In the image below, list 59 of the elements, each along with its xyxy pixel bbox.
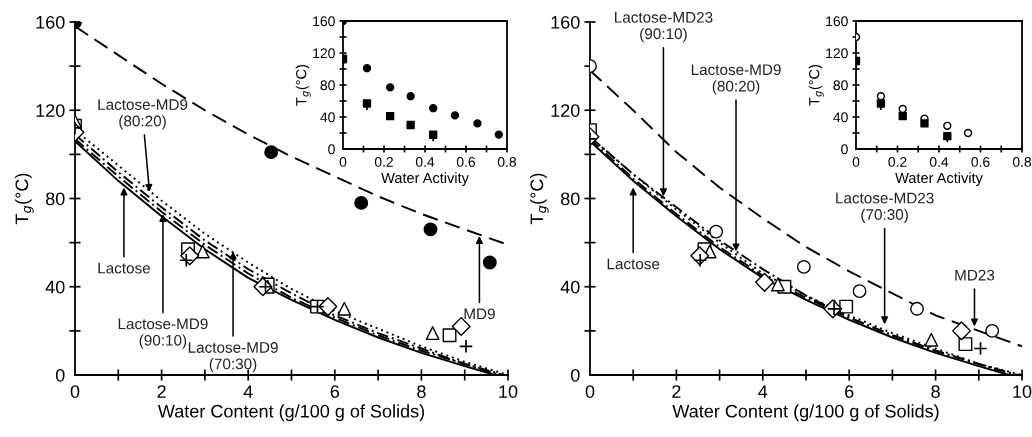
annotation: Lactose-MD9 (80:20) xyxy=(98,99,188,130)
annotation: Lactose-MD9 (80:20) xyxy=(691,64,781,95)
x-axis-title: Water Content (g/100 g of Solids) xyxy=(157,404,425,422)
x-tick-label: 0 xyxy=(70,385,80,398)
x-tick-label: 0.4 xyxy=(415,157,435,167)
y-tick-label: 120 xyxy=(36,104,65,117)
y-tick-label: 80 xyxy=(45,192,65,206)
y-tick-label: 40 xyxy=(560,280,580,294)
x-tick-label: 2 xyxy=(157,385,166,398)
y-tick-label: 40 xyxy=(320,112,335,123)
x-tick-label: 8 xyxy=(931,385,940,398)
y-tick-label: 160 xyxy=(36,15,65,29)
y-tick-label: 0 xyxy=(328,144,335,155)
x-tick-label: 0.6 xyxy=(971,157,990,167)
y-tick-label: 120 xyxy=(826,48,848,59)
annotation: Lactose-MD23 (70:30) xyxy=(836,192,934,223)
y-tick-label: 80 xyxy=(560,192,580,206)
x-tick-label: 0 xyxy=(852,157,860,167)
y-tick-label: 160 xyxy=(551,15,580,29)
x-tick-label: 0.8 xyxy=(497,157,517,167)
y-tick-label: 160 xyxy=(826,16,848,27)
y-tick-label: 160 xyxy=(313,16,335,27)
y-tick-label: 80 xyxy=(320,80,335,91)
annotation: MD9 xyxy=(464,308,495,320)
annotation: MD23 xyxy=(955,269,995,281)
y-axis-title: T$_{g}$(°C) xyxy=(529,173,549,225)
y-tick-label: 40 xyxy=(45,280,65,294)
x-tick-label: 0.6 xyxy=(456,157,476,167)
y-tick-label: 120 xyxy=(313,48,335,59)
annotation: Lactose xyxy=(98,262,151,274)
y-tick-label: 0 xyxy=(841,144,848,155)
x-tick-label: 6 xyxy=(845,385,854,398)
x-tick-label: 0.8 xyxy=(1012,157,1032,167)
y-axis-title: T$_{g}$(°C) xyxy=(14,173,34,225)
x-tick-label: 4 xyxy=(243,385,253,398)
y-tick-label: 80 xyxy=(833,80,848,91)
x-axis-title: Water Content (g/100 g of Solids) xyxy=(672,404,939,422)
x-tick-label: 0 xyxy=(585,385,595,398)
x-tick-label: 0 xyxy=(339,157,347,167)
x-axis-title: Water Activity xyxy=(381,172,469,186)
y-tick-label: 40 xyxy=(833,112,848,123)
x-tick-label: 6 xyxy=(330,385,340,398)
x-tick-label: 10 xyxy=(499,385,518,398)
x-tick-label: 0.2 xyxy=(374,157,393,167)
y-tick-label: 0 xyxy=(55,368,65,382)
x-tick-label: 8 xyxy=(417,385,426,398)
x-tick-label: 10 xyxy=(1013,385,1032,398)
x-axis-title: Water Activity xyxy=(895,172,983,186)
x-tick-label: 0.4 xyxy=(929,157,949,167)
x-tick-label: 0.2 xyxy=(888,157,907,167)
x-tick-label: 2 xyxy=(672,385,681,398)
annotation: Lactose xyxy=(607,258,660,270)
y-axis-title: T$_{g}$(°C) xyxy=(808,64,824,106)
annotation: Lactose-MD9 (70:30) xyxy=(188,342,278,373)
y-tick-label: 120 xyxy=(551,104,580,117)
annotation: Lactose-MD23 (90:10) xyxy=(615,11,713,43)
y-tick-label: 0 xyxy=(570,368,580,382)
x-tick-label: 4 xyxy=(758,385,768,398)
y-axis-title: T$_{g}$(°C) xyxy=(295,64,311,106)
